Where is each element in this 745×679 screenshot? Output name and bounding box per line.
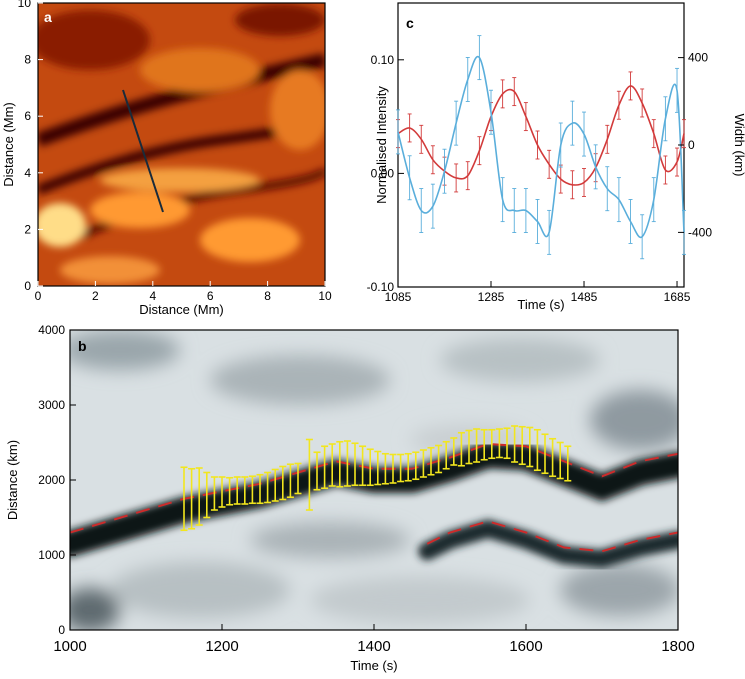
panel-b-axes: 1000 1200 1400 1600 180001000200030004000Tim… [5,323,695,673]
panel-a: a 0 2 4 6 8 10 0 2 4 6 8 10 Distance (Mm) Distance (M… [1,0,332,317]
y2-tick-label: -400 [688,225,712,239]
y2-tick-label: 0 [688,138,695,152]
width-series-line [397,55,685,239]
x-tick-label: 0 [35,289,42,303]
y-tick-label: 2 [24,222,31,236]
x-tick-label: 2 [92,289,99,303]
dark-band-lower [418,519,678,568]
y-axis-label: Normalised Intensity [374,86,389,204]
x-axis-label: Distance (Mm) [139,302,224,317]
x-tick-label: 8 [264,289,271,303]
y2-axis-label: Width (km) [732,114,745,177]
y-tick-label: 2000 [38,473,65,487]
x-tick-label: 1000 [53,638,86,655]
x-tick-label: 1200 [205,638,238,655]
y-tick-label: 4 [24,166,31,180]
x-tick-label: 1400 [357,638,390,655]
y-tick-label: 0 [24,279,31,293]
x-axis-label: Time (s) [517,297,564,312]
intensity-series-line [397,85,685,186]
y-tick-label: 3000 [38,398,65,412]
y-axis-label: Distance (km) [5,440,20,520]
panel-c-plot [396,35,686,260]
dark-band-upper [70,442,678,557]
y2-tick-label: 400 [688,51,708,65]
panel-b-image [70,330,678,630]
x-tick-label: 1085 [385,290,412,304]
x-tick-label: 4 [149,289,156,303]
y-tick-label: -0.10 [367,280,395,294]
panel-c-label: c [406,15,414,31]
x-tick-label: 1800 [661,638,694,655]
y-tick-label: 0.00 [371,166,395,180]
y-tick-label: 1000 [38,548,65,562]
y-tick-label: 0 [58,623,65,637]
panel-c-axes: 1085 1285 1485 1685 -0.10 0.00 0.10 -400 0 400 Tim… [367,51,745,312]
panel-a-axes: 0 2 4 6 8 10 0 2 4 6 8 10 Distance (Mm) Distance (Mm) [1,0,332,317]
panel-b-label: b [78,338,87,354]
y-tick-label: 8 [24,53,31,67]
panel-a-label: a [44,9,52,25]
x-axis-label: Time (s) [350,658,397,673]
y-tick-label: 4000 [38,323,65,337]
y-tick-label: 6 [24,109,31,123]
x-tick-label: 10 [318,289,332,303]
panel-b: b 1000 1200 1400 1600 180001000200030004000T… [5,323,695,673]
y-axis-label: Distance (Mm) [1,102,16,187]
panel-c: c 1085 1285 1485 1685 -0.10 0.00 0.10 -400 0 400 T… [367,2,745,312]
x-tick-label: 1600 [509,638,542,655]
lower-fit-track [426,520,678,553]
y-tick-label: 0.10 [371,53,395,67]
panel-a-slit [122,89,164,213]
upper-fit-track [70,442,678,534]
x-tick-label: 1485 [571,290,598,304]
x-tick-label: 1285 [478,290,505,304]
panel-a-image [38,3,325,286]
x-tick-label: 1685 [664,290,691,304]
x-tick-label: 6 [207,289,214,303]
y-tick-label: 10 [18,0,32,10]
